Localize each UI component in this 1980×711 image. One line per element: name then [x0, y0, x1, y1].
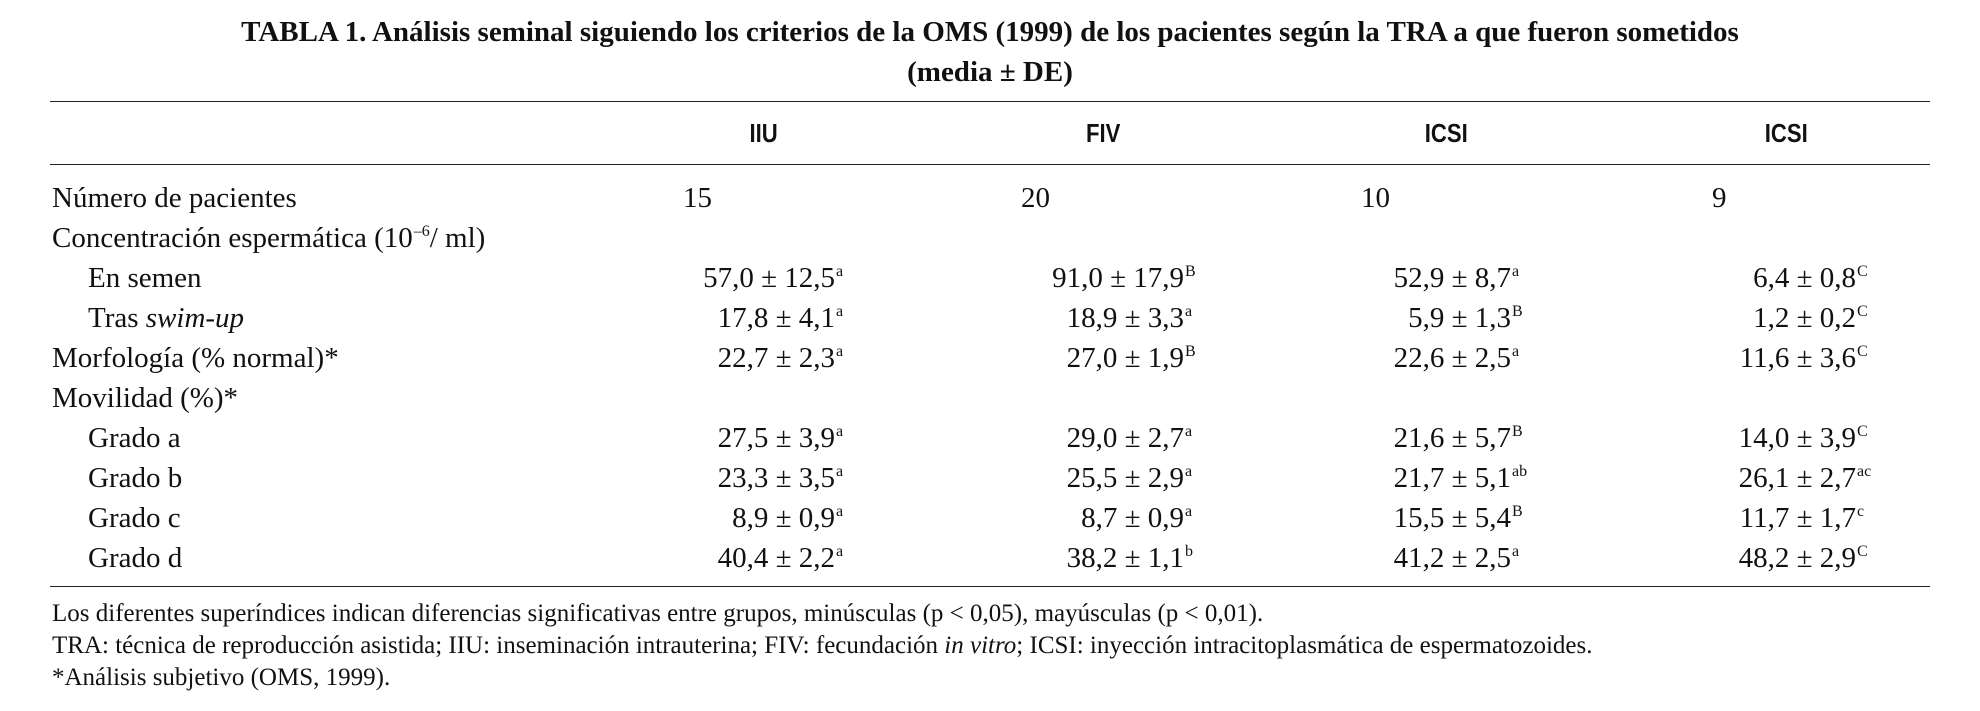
cell-value: 57,0 ± 12,5a: [703, 262, 844, 294]
cell-value: 91,0 ± 17,9B: [1052, 262, 1196, 294]
cell-value: 5,9 ± 1,3B: [1408, 302, 1523, 334]
cell-value: 10: [1361, 182, 1390, 214]
cell-value: 27,5 ± 3,9a: [717, 422, 844, 454]
cell-value: 41,2 ± 2,5a: [1393, 542, 1520, 574]
row-label: Concentración espermática (10–6/ ml): [52, 222, 486, 254]
cell-value: 6,4 ± 0,8C: [1753, 262, 1868, 294]
table-row: Morfología (% normal)* 22,7 ± 2,3a 27,0 …: [0, 338, 1980, 378]
cell-value: 17,8 ± 4,1a: [717, 302, 844, 334]
table-row: En semen 57,0 ± 12,5a 91,0 ± 17,9B 52,9 …: [0, 258, 1980, 298]
cell-value: 8,9 ± 0,9a: [732, 502, 844, 534]
row-label: Grado d: [88, 542, 183, 574]
table-row: Movilidad (%)*: [0, 378, 1980, 418]
cell-value: 40,4 ± 2,2a: [717, 542, 844, 574]
cell-value: 21,6 ± 5,7B: [1393, 422, 1523, 454]
footnote-superscripts: Los diferentes superíndices indican dife…: [52, 600, 1264, 627]
cell-value: 22,7 ± 2,3a: [717, 342, 844, 374]
title-line-1: TABLA 1. Análisis seminal siguiendo los …: [241, 16, 1739, 48]
bottom-rule: [50, 586, 1930, 587]
header-rule: [50, 164, 1930, 165]
table-row: Grado d 40,4 ± 2,2a 38,2 ± 1,1b 41,2 ± 2…: [0, 538, 1980, 578]
table-row: Grado a 27,5 ± 3,9a 29,0 ± 2,7a 21,6 ± 5…: [0, 418, 1980, 458]
cell-value: 9: [1712, 182, 1727, 214]
table-title: TABLA 1. Análisis seminal siguiendo los …: [50, 12, 1930, 92]
table-footnotes: Los diferentes superíndices indican dife…: [52, 598, 1593, 694]
column-header-icsi-2: ICSI: [1764, 118, 1808, 148]
table-row: Concentración espermática (10–6/ ml): [0, 218, 1980, 258]
cell-value: 18,9 ± 3,3a: [1066, 302, 1193, 334]
cell-value: 8,7 ± 0,9a: [1081, 502, 1193, 534]
footnote-subjective: *Análisis subjetivo (OMS, 1999).: [52, 664, 391, 691]
cell-value: 14,0 ± 3,9C: [1738, 422, 1868, 454]
row-label: En semen: [88, 262, 202, 294]
row-label: Número de pacientes: [52, 182, 297, 214]
cell-value: 15,5 ± 5,4B: [1393, 502, 1523, 534]
row-label: Tras swim-up: [88, 302, 245, 334]
top-rule: [50, 101, 1930, 102]
table-row: Grado c 8,9 ± 0,9a 8,7 ± 0,9a 15,5 ± 5,4…: [0, 498, 1980, 538]
cell-value: 1,2 ± 0,2C: [1753, 302, 1868, 334]
cell-value: 27,0 ± 1,9B: [1066, 342, 1196, 374]
column-header-icsi-1: ICSI: [1424, 118, 1468, 148]
column-header-fiv: FIV: [1086, 118, 1121, 148]
cell-value: 25,5 ± 2,9a: [1066, 462, 1193, 494]
cell-value: 29,0 ± 2,7a: [1066, 422, 1193, 454]
table-row: Grado b 23,3 ± 3,5a 25,5 ± 2,9a 21,7 ± 5…: [0, 458, 1980, 498]
row-label: Morfología (% normal)*: [52, 342, 339, 374]
cell-value: 22,6 ± 2,5a: [1393, 342, 1520, 374]
cell-value: 21,7 ± 5,1ab: [1393, 462, 1528, 494]
row-label: Grado c: [88, 502, 181, 534]
row-label: Grado a: [88, 422, 181, 454]
cell-value: 52,9 ± 8,7a: [1393, 262, 1520, 294]
cell-value: 26,1 ± 2,7ac: [1738, 462, 1872, 494]
row-label: Movilidad (%)*: [52, 382, 239, 414]
cell-value: 23,3 ± 3,5a: [717, 462, 844, 494]
cell-value: 11,7 ± 1,7c: [1739, 502, 1865, 534]
table-row: Número de pacientes 15 20 10 9: [0, 178, 1980, 218]
cell-value: 15: [683, 182, 712, 214]
title-line-2: (media ± DE): [907, 56, 1073, 88]
cell-value: 20: [1021, 182, 1050, 214]
cell-value: 48,2 ± 2,9C: [1738, 542, 1868, 574]
footnote-abbreviations: TRA: técnica de reproducción asistida; I…: [52, 632, 1593, 659]
table-row: Tras swim-up 17,8 ± 4,1a 18,9 ± 3,3a 5,9…: [0, 298, 1980, 338]
column-header-iiu: IIU: [749, 118, 778, 148]
cell-value: 38,2 ± 1,1b: [1066, 542, 1193, 574]
cell-value: 11,6 ± 3,6C: [1739, 342, 1868, 374]
row-label: Grado b: [88, 462, 183, 494]
